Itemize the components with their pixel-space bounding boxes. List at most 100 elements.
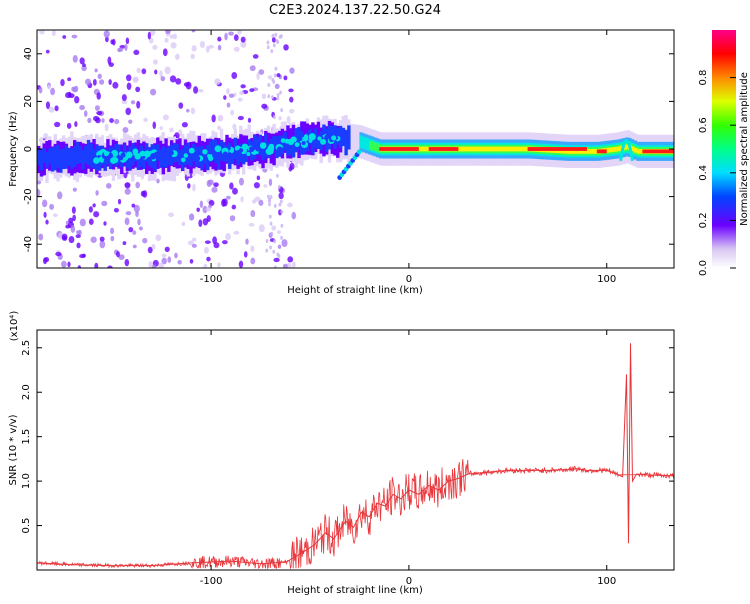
spectrogram-scatter-blob: [271, 225, 277, 231]
spectrogram-band-cell: [520, 146, 524, 152]
spectrogram-band-dot: [125, 151, 133, 159]
spectrogram-scatter-blob: [238, 260, 244, 268]
spectrogram-scatter-blob: [205, 207, 212, 212]
spectrogram-scatter-blob: [277, 253, 281, 258]
spectrogram-scatter-blob: [229, 182, 234, 190]
spectrogram-scatter-blob: [83, 110, 88, 117]
spectrogram-band-cell: [473, 146, 477, 152]
spectrogram-scatter-blob: [38, 233, 44, 241]
spectrogram-scatter-blob: [122, 126, 129, 134]
spectrogram-scatter-blob: [57, 191, 63, 200]
spectrogram-scatter-blob: [165, 30, 171, 35]
spectrogram-scatter-blob: [79, 105, 85, 111]
spectrogram-x-tick-label: -100: [200, 274, 223, 285]
spectrogram-scatter-blob: [250, 245, 255, 253]
spectrogram-scatter-blob: [271, 37, 276, 43]
spectrogram-scatter-blob: [203, 246, 209, 254]
spectrogram-scatter-blob: [247, 117, 252, 123]
spectrogram-scatter-blob: [254, 196, 261, 202]
spectrogram-band-cell: [492, 146, 497, 152]
spectrogram-band-cell: [467, 146, 472, 152]
spectrogram-scatter-blob: [72, 54, 78, 63]
spectrogram-band-cell: [59, 149, 63, 173]
spectrogram-band-dot: [93, 157, 100, 164]
spectrogram-scatter-blob: [128, 119, 133, 124]
spectrogram-scatter-blob: [213, 242, 220, 249]
spectrogram-scatter-blob: [67, 77, 72, 82]
spectrogram-scatter-blob: [266, 45, 270, 50]
spectrogram-scatter-blob: [136, 67, 141, 74]
spectrogram-scatter-blob: [54, 105, 59, 112]
spectrogram-band-dot: [284, 138, 290, 144]
spectrogram-band-dot: [193, 155, 201, 162]
spectrogram-scatter-blob: [188, 213, 195, 221]
spectrogram-band-cell: [418, 146, 422, 152]
spectrogram-scatter-blob: [95, 117, 101, 124]
spectrogram-panel: -100 0 100 -40 -20 0 20 40 Height of straight …: [8, 29, 675, 296]
spectrogram-scatter-blob: [38, 86, 43, 94]
spectrogram-scatter-blob: [174, 252, 178, 259]
spectrogram-scatter-blob: [65, 92, 72, 99]
spectrogram-scatter-blob: [110, 235, 115, 242]
spectrogram-scatter-blob: [197, 89, 204, 93]
spectrogram-scatter-blob: [79, 218, 86, 227]
spectrogram-band-cell: [214, 139, 218, 164]
spectrogram-band-cell: [53, 146, 57, 171]
spectrogram-scatter-blob: [291, 211, 297, 220]
spectrogram-scatter-blob: [263, 184, 268, 188]
spectrogram-band-cell: [470, 146, 475, 152]
spectrogram-band-cell: [512, 146, 516, 152]
spectrogram-band-cell: [325, 128, 329, 153]
spectrogram-core-segment: [527, 147, 587, 151]
spectrogram-band-dot: [308, 133, 316, 141]
spectrogram-band-cell: [570, 149, 574, 154]
spectrogram-scatter-blob: [199, 40, 206, 49]
spectrogram-scatter-blob: [221, 198, 226, 207]
spectrogram-scatter-blob: [233, 46, 240, 52]
spectrogram-band-cell: [567, 149, 571, 154]
spectrogram-core-segment: [642, 149, 674, 154]
spectrogram-band-cell: [578, 149, 583, 154]
spectrogram-band-cell: [230, 148, 235, 165]
spectrogram-scatter-blob: [88, 218, 94, 225]
spectrogram-scatter-blob: [161, 257, 167, 265]
spectrogram-scatter-blob: [245, 238, 249, 245]
spectrogram-scatter-blob: [43, 211, 47, 218]
spectrogram-core-segment: [379, 147, 400, 151]
snr-x-tick-label: 0: [406, 576, 412, 587]
spectrogram-scatter-blob: [87, 117, 92, 124]
spectrogram-scatter-blob: [75, 234, 81, 239]
spectrogram-scatter-blob: [250, 257, 256, 265]
spectrogram-scatter-blob: [187, 240, 194, 246]
spectrogram-scatter-blob: [269, 245, 272, 250]
spectrogram-band-cell: [586, 149, 591, 154]
spectrogram-band-dot: [150, 155, 155, 160]
spectrogram-scatter-blob: [51, 30, 56, 37]
spectrogram-band-dot: [267, 145, 275, 152]
spectrogram-scatter-blob: [276, 92, 280, 97]
spectrogram-streak-dot: [356, 149, 362, 155]
colorbar-tick-label: 0.4: [698, 165, 709, 181]
spectrogram-band-cell: [481, 146, 486, 152]
snr-y-ticks: 0.5 1.0 1.5 2.0 2.5: [21, 340, 674, 534]
spectrogram-scatter-blob: [169, 34, 174, 39]
spectrogram-band-dot: [248, 146, 255, 152]
spectrogram-scatter-blob: [162, 114, 169, 121]
spectrogram-scatter-blob: [224, 32, 228, 41]
spectrogram-scatter-blob: [48, 106, 55, 113]
spectrogram-scatter-blob: [88, 206, 93, 213]
spectrogram-band-cell: [501, 146, 505, 152]
spectrogram-band-cell: [39, 149, 44, 171]
spectrogram-scatter-blob: [280, 235, 283, 240]
spectrogram-scatter-blob: [280, 108, 284, 113]
spectrogram-band-cell: [352, 124, 357, 158]
spectrogram-scatter-blob: [192, 183, 196, 192]
spectrogram-scatter-blob: [268, 214, 272, 219]
spectrogram-band-cell: [347, 125, 351, 150]
snr-x-tick-label: 100: [597, 576, 616, 587]
colorbar-tick-label: 0.0: [698, 260, 709, 276]
spectrogram-scatter-blob: [277, 184, 281, 189]
spectrogram-band-cell: [503, 146, 508, 152]
spectrogram-band-dot: [180, 157, 186, 163]
